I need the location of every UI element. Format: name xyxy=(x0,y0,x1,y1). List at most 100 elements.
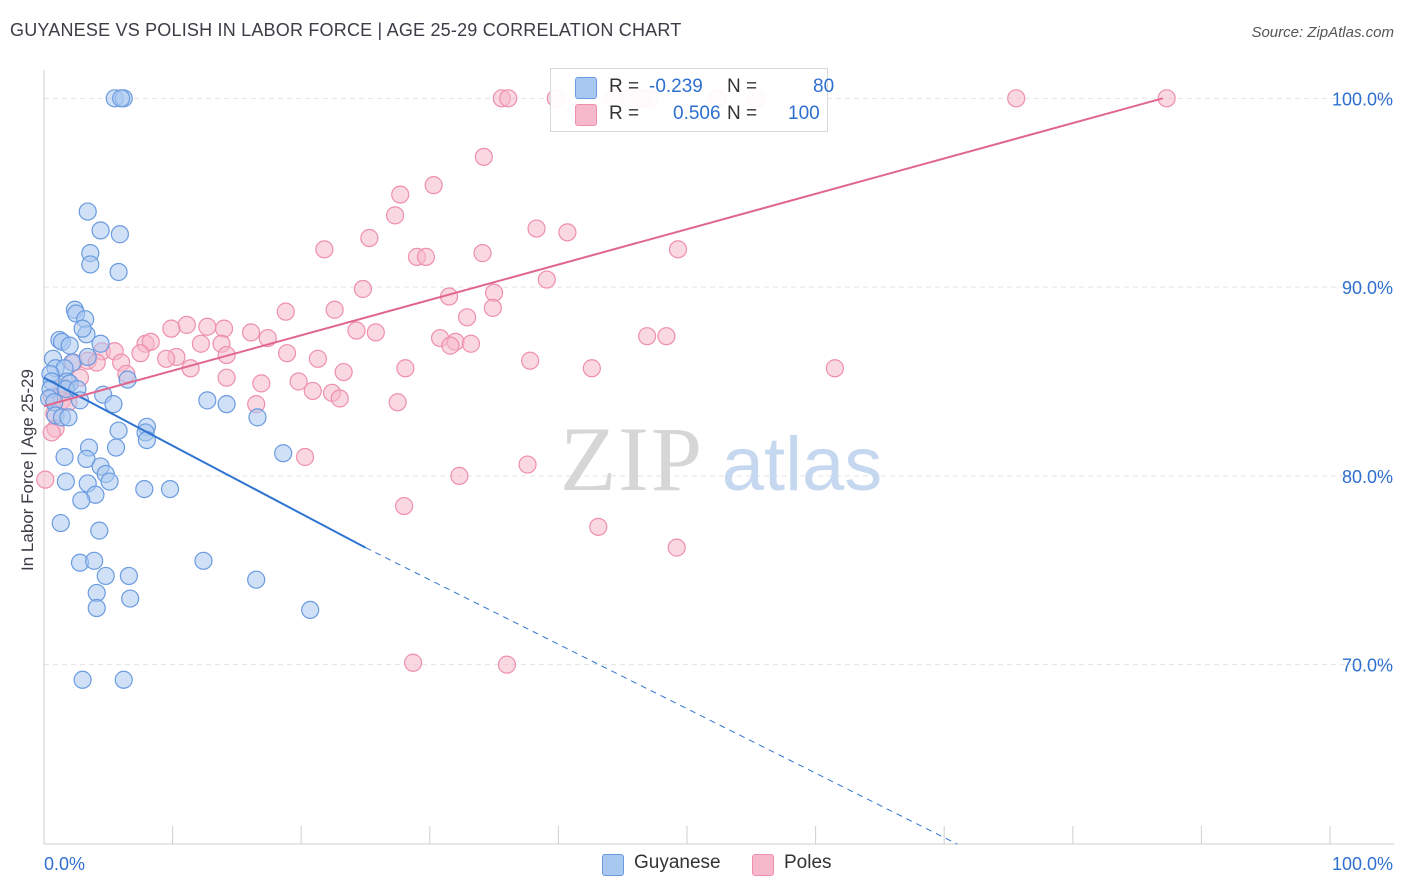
poles-trend-line xyxy=(44,98,1163,406)
guyanese-point xyxy=(162,481,179,498)
guyanese-point xyxy=(115,671,132,688)
guyanese-swatch xyxy=(575,77,597,99)
poles-point xyxy=(639,328,656,345)
poles-point xyxy=(361,230,378,247)
poles-point xyxy=(367,324,384,341)
poles-point xyxy=(316,241,333,258)
poles-point xyxy=(279,345,296,362)
y-tick-label: 70.0% xyxy=(1342,656,1393,676)
poles-swatch xyxy=(752,854,774,876)
poles-swatch xyxy=(575,104,597,126)
guyanese-point xyxy=(61,337,78,354)
poles-point xyxy=(192,335,209,352)
gridlines xyxy=(44,98,1394,664)
poles-point xyxy=(304,382,321,399)
poles-point xyxy=(199,318,216,335)
poles-point xyxy=(405,654,422,671)
poles-point xyxy=(309,350,326,367)
poles-point xyxy=(484,299,501,316)
poles-point xyxy=(216,320,233,337)
poles-point xyxy=(331,390,348,407)
tick-labels: 70.0%80.0%90.0%100.0%0.0% 100.0% xyxy=(44,89,1393,874)
watermark-atlas: atlas xyxy=(722,422,883,507)
poles-point xyxy=(253,375,270,392)
poles-point xyxy=(658,328,675,345)
guyanese-point xyxy=(122,590,139,607)
guyanese-point xyxy=(120,567,137,584)
poles-point xyxy=(218,369,235,386)
guyanese-point xyxy=(74,320,91,337)
guyanese-point xyxy=(88,600,105,617)
poles-point xyxy=(528,220,545,237)
poles-point xyxy=(348,322,365,339)
poles-point xyxy=(387,207,404,224)
poles-point xyxy=(326,301,343,318)
poles-point xyxy=(417,248,434,265)
y-tick-label: 80.0% xyxy=(1342,467,1393,487)
poles-point xyxy=(451,467,468,484)
guyanese-point xyxy=(91,522,108,539)
guyanese-trend-extension xyxy=(366,548,958,844)
y-tick-label: 100.0% xyxy=(1332,89,1393,109)
poles-point xyxy=(37,471,54,488)
poles-points xyxy=(37,90,1175,673)
guyanese-point xyxy=(275,445,292,462)
guyanese-point xyxy=(97,567,114,584)
poles-point xyxy=(389,394,406,411)
poles-point xyxy=(425,177,442,194)
poles-point xyxy=(277,303,294,320)
poles-point xyxy=(826,360,843,377)
poles-point xyxy=(43,424,60,441)
guyanese-point xyxy=(249,409,266,426)
poles-point xyxy=(297,449,314,466)
guyanese-point xyxy=(52,515,69,532)
guyanese-point xyxy=(101,473,118,490)
n-label: N = xyxy=(727,103,757,125)
poles-point xyxy=(158,350,175,367)
guyanese-legend-label: Guyanese xyxy=(634,852,721,874)
scatter-chart: ZIP atlas 70.0%80.0%90.0%100.0%0.0% 100.0… xyxy=(0,0,1406,892)
poles-point xyxy=(335,364,352,381)
x-tick-label: 0.0% xyxy=(44,854,85,874)
guyanese-point xyxy=(195,552,212,569)
axes xyxy=(44,70,1394,844)
guyanese-point xyxy=(56,449,73,466)
guyanese-point xyxy=(105,396,122,413)
poles-point xyxy=(459,309,476,326)
x-tick-label: 100.0% xyxy=(1332,854,1393,874)
n-value: 80 xyxy=(813,76,834,98)
r-value: -0.239 xyxy=(649,76,703,98)
guyanese-point xyxy=(110,263,127,280)
poles-point xyxy=(538,271,555,288)
guyanese-point xyxy=(73,492,90,509)
guyanese-point xyxy=(79,203,96,220)
poles-point xyxy=(559,224,576,241)
n-label: N = xyxy=(727,76,757,98)
guyanese-point xyxy=(218,396,235,413)
poles-point xyxy=(474,245,491,262)
watermark-zip: ZIP xyxy=(560,408,704,510)
y-axis-label: In Labor Force | Age 25-29 xyxy=(18,369,38,571)
guyanese-point xyxy=(138,432,155,449)
poles-point xyxy=(522,352,539,369)
guyanese-point xyxy=(199,392,216,409)
guyanese-point xyxy=(113,90,130,107)
poles-point xyxy=(178,316,195,333)
guyanese-point xyxy=(88,584,105,601)
poles-point xyxy=(668,539,685,556)
guyanese-point xyxy=(248,571,265,588)
poles-point xyxy=(243,324,260,341)
poles-point xyxy=(462,335,479,352)
poles-point xyxy=(132,345,149,362)
guyanese-point xyxy=(136,481,153,498)
poles-legend-label: Poles xyxy=(784,852,832,874)
poles-point xyxy=(486,284,503,301)
guyanese-point xyxy=(302,601,319,618)
r-label: R = xyxy=(609,103,639,125)
guyanese-points xyxy=(41,90,319,688)
r-value: 0.506 xyxy=(673,103,721,125)
guyanese-point xyxy=(60,409,77,426)
poles-point xyxy=(475,148,492,165)
poles-point xyxy=(442,337,459,354)
poles-point xyxy=(397,360,414,377)
